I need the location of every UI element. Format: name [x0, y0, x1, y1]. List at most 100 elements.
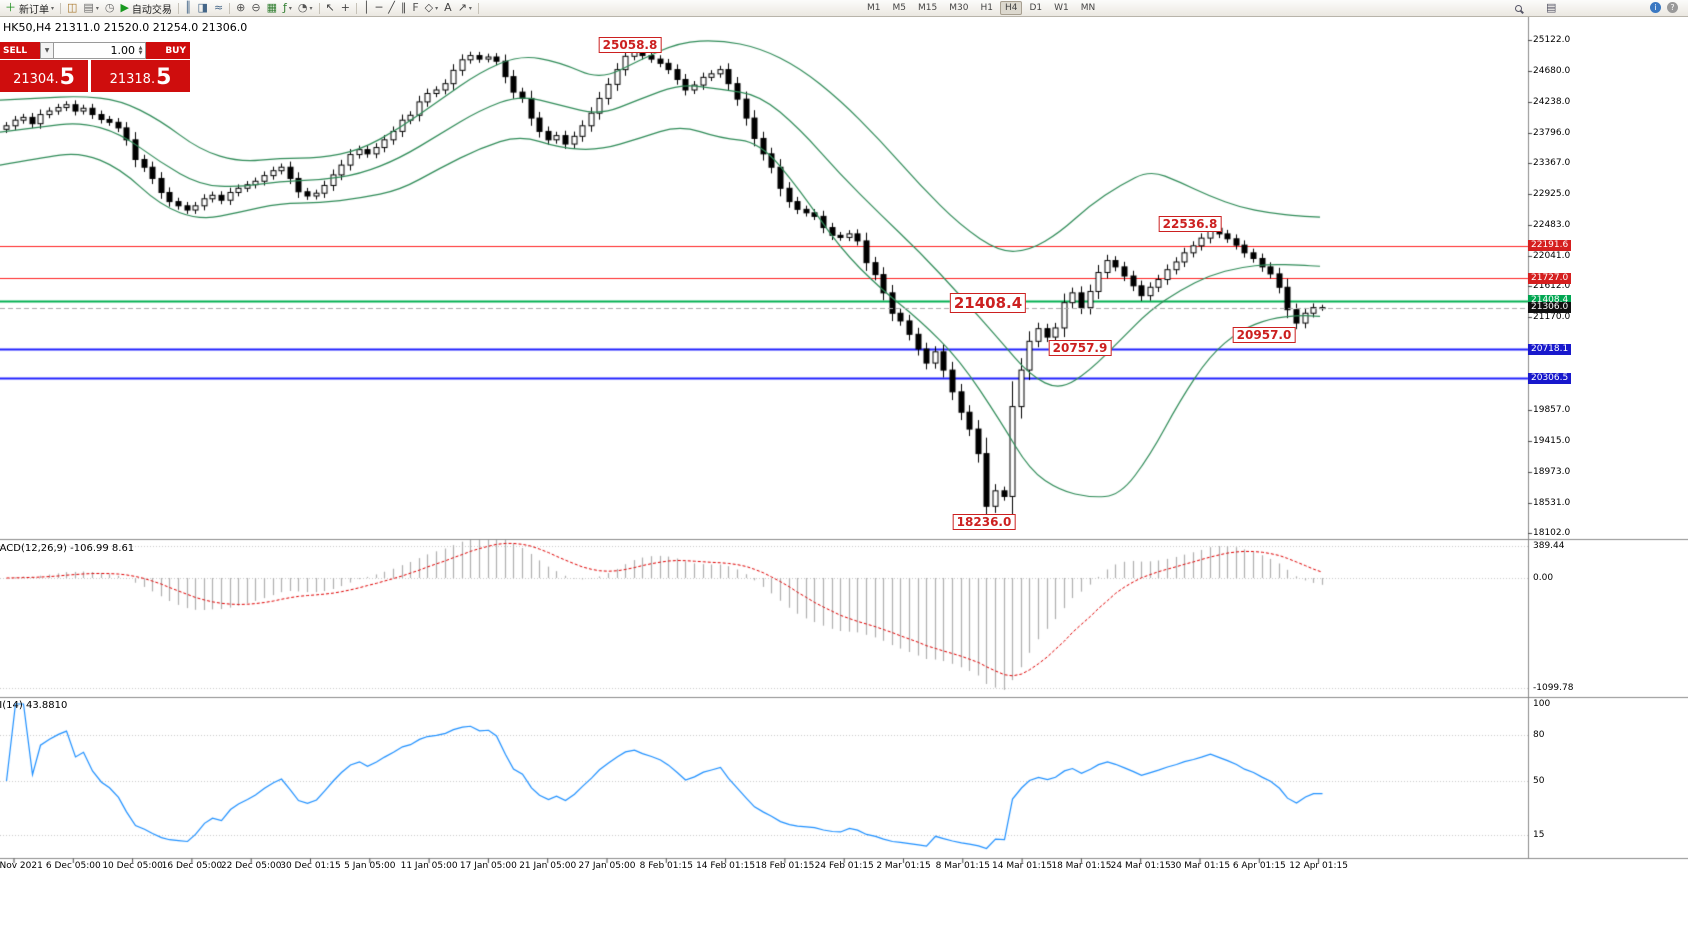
- bar-chart-type-button[interactable]: ║: [182, 1, 195, 15]
- buy-button[interactable]: BUY: [146, 42, 190, 59]
- toolbar-far-right-group: i?: [1650, 2, 1678, 13]
- new-order-button[interactable]: ＋新订单 ▾: [2, 1, 57, 16]
- time-axis-label: 10 Dec 05:00: [102, 861, 163, 871]
- price-axis-tick: 18531.0: [1533, 497, 1571, 508]
- lot-increase-button[interactable]: ▲: [138, 44, 143, 51]
- price-label-object[interactable]: 20757.9: [1048, 340, 1112, 356]
- caret-down-icon: ▾: [51, 4, 55, 12]
- trendline-button[interactable]: ╱: [385, 1, 398, 15]
- order-type-dropdown[interactable]: ▼: [40, 42, 54, 59]
- time-axis-label: 21 Jan 05:00: [519, 861, 577, 871]
- trendline-icon: ╱: [388, 1, 395, 14]
- timeframe-m5-button[interactable]: M5: [892, 3, 907, 13]
- charts-button[interactable]: ◫: [64, 1, 80, 15]
- time-axis-label: 8 Feb 01:15: [639, 861, 693, 871]
- fibonacci-button[interactable]: F: [409, 1, 421, 15]
- time-axis-label: 24 Nov 2021: [0, 861, 43, 871]
- price-axis-tick: 19415.0: [1533, 435, 1571, 446]
- crosshair-button[interactable]: +: [338, 1, 353, 15]
- search-button[interactable]: [1512, 1, 1525, 15]
- horizontal-line-icon: ─: [375, 1, 383, 14]
- indicators-button[interactable]: ƒ ▾: [280, 1, 295, 15]
- lot-decrease-button[interactable]: ▼: [138, 49, 143, 56]
- toolbar-right-group: ▤: [1512, 1, 1559, 15]
- candle-chart-type-button[interactable]: ◨: [195, 1, 211, 15]
- price-axis-tag: 21306.0: [1528, 302, 1572, 314]
- rsi-axis-tick: 50: [1533, 776, 1545, 786]
- arrow-objects-button[interactable]: ↗ ▾: [455, 1, 475, 15]
- timeframe-toolbar: M1 M5 M15 M30 H1 H4 D1 W1 MN: [862, 1, 1102, 15]
- price-label-object[interactable]: 20957.0: [1232, 327, 1296, 343]
- search-icon: [1515, 4, 1522, 12]
- toolbar-separator: [318, 2, 320, 14]
- price-label-object[interactable]: 22536.8: [1158, 216, 1222, 232]
- timeframe-m30-button[interactable]: M30: [949, 3, 969, 13]
- timeframe-mn-button[interactable]: MN: [1080, 3, 1096, 13]
- line-chart-type-button[interactable]: ≈: [211, 1, 226, 15]
- time-axis-label: 17 Jan 05:00: [459, 861, 517, 871]
- caret-down-icon: ▾: [95, 4, 99, 12]
- community-icon[interactable]: i: [1650, 2, 1661, 13]
- autotrading-button[interactable]: ▶ 自动交易: [117, 1, 174, 16]
- price-label-object[interactable]: 18236.0: [952, 514, 1016, 530]
- buy-price-button[interactable]: 21318. 5: [91, 60, 190, 92]
- time-axis-label: 18 Feb 01:15: [755, 861, 815, 871]
- timeframe-m1-button[interactable]: M1: [867, 3, 881, 13]
- line-chart-type-icon: ≈: [213, 1, 224, 14]
- autotrading-label: 自动交易: [131, 4, 172, 16]
- timeframe-h4-button[interactable]: H4: [999, 1, 1023, 15]
- macd-indicator-label: MACD(12,26,9) -106.99 8.61: [0, 543, 135, 554]
- tile-windows-button[interactable]: ▦: [264, 1, 280, 15]
- price-axis-tag: 21727.0: [1528, 272, 1572, 284]
- price-axis-tick: 22483.0: [1533, 220, 1571, 231]
- equidistant-channel-icon: ∥: [400, 1, 407, 14]
- caret-down-icon: ▾: [468, 4, 472, 12]
- lot-size-input[interactable]: [54, 43, 137, 58]
- help-icon[interactable]: ?: [1667, 2, 1678, 13]
- price-axis-tick: 19857.0: [1533, 404, 1571, 415]
- periods-icon: ◔: [297, 1, 308, 14]
- alerts-button[interactable]: ◷: [102, 1, 118, 15]
- price-label-object[interactable]: 21408.4: [949, 293, 1027, 313]
- lot-stepper: ▲ ▼: [136, 44, 145, 56]
- vertical-line-button[interactable]: │: [360, 1, 373, 15]
- timeframe-d1-button[interactable]: D1: [1029, 3, 1043, 13]
- time-axis-label: 14 Feb 01:15: [696, 861, 756, 871]
- price-label-object[interactable]: 25058.8: [598, 37, 662, 53]
- new-order-label: 新订单: [19, 4, 49, 16]
- data-window-button[interactable]: ▤: [1543, 1, 1559, 15]
- rsi-axis-tick: 15: [1533, 829, 1545, 840]
- sell-button[interactable]: SELL: [0, 42, 40, 59]
- timeframe-m15-button[interactable]: M15: [918, 3, 938, 13]
- alerts-icon: ◷: [104, 1, 115, 14]
- text-label-button[interactable]: A: [441, 1, 455, 15]
- equidistant-channel-button[interactable]: ∥: [398, 1, 410, 15]
- zoom-in-icon: ⊕: [236, 1, 246, 14]
- bar-chart-type-icon: ║: [184, 1, 192, 14]
- profiles-button[interactable]: ▤ ▾: [80, 1, 101, 15]
- macd-axis-tick: -1099.78: [1533, 682, 1574, 693]
- shapes-button[interactable]: ◇ ▾: [422, 1, 441, 15]
- price-axis-tick: 23796.0: [1533, 128, 1571, 139]
- caret-down-icon: ▾: [309, 4, 313, 12]
- timeframe-h1-button[interactable]: H1: [980, 3, 993, 13]
- buy-price-main: 21318.: [109, 72, 156, 87]
- data-window-icon: ▤: [1546, 1, 1557, 14]
- zoom-in-button[interactable]: ⊕: [233, 1, 248, 15]
- text-label-icon: A: [444, 1, 452, 14]
- cursor-button[interactable]: ↖: [323, 1, 338, 15]
- cursor-icon: ↖: [325, 1, 335, 14]
- timeframe-w1-button[interactable]: W1: [1054, 3, 1069, 13]
- sell-price-button[interactable]: 21304. 5: [0, 60, 88, 92]
- time-axis-label: 11 Jan 05:00: [400, 861, 458, 871]
- periods-button[interactable]: ◔ ▾: [295, 1, 316, 15]
- horizontal-line-button[interactable]: ─: [373, 1, 386, 15]
- price-axis-tag: 20718.1: [1528, 343, 1572, 355]
- zoom-out-button[interactable]: ⊖: [248, 1, 263, 15]
- time-axis-label: 24 Feb 01:15: [814, 861, 874, 871]
- price-axis-tick: 22041.0: [1533, 251, 1571, 262]
- macd-axis-tick: 0.00: [1533, 573, 1554, 583]
- sell-price-main: 21304.: [13, 72, 59, 87]
- time-axis-label: 8 Mar 01:15: [935, 861, 990, 871]
